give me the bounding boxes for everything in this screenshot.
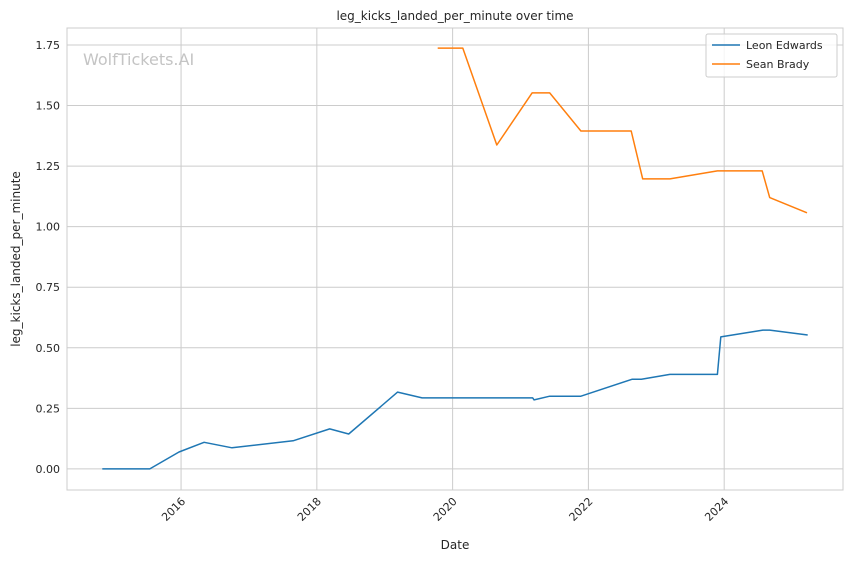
x-tick-label: 2016 — [159, 495, 188, 524]
chart-title: leg_kicks_landed_per_minute over time — [336, 9, 573, 23]
plot-area — [66, 27, 844, 491]
y-tick-label: 1.50 — [36, 100, 61, 113]
series-line-sean-brady — [437, 47, 808, 214]
series-line-leon-edwards — [102, 329, 808, 470]
y-axis-label: leg_kicks_landed_per_minute — [9, 171, 23, 347]
y-tick-label: 1.00 — [36, 221, 61, 234]
x-tick-label: 2020 — [431, 495, 460, 524]
y-tick-label: 1.25 — [36, 160, 61, 173]
y-tick-label: 0.50 — [36, 342, 61, 355]
x-tick-label: 2024 — [702, 495, 731, 524]
x-tick-label: 2018 — [295, 495, 324, 524]
series-group — [102, 47, 808, 470]
y-tick-label: 0.00 — [36, 463, 61, 476]
watermark: WolfTickets.AI — [83, 50, 194, 69]
y-tick-label: 1.75 — [36, 39, 61, 52]
legend-label-sean-brady: Sean Brady — [746, 58, 810, 71]
x-tick-label: 2022 — [567, 495, 596, 524]
legend-label-leon-edwards: Leon Edwards — [746, 39, 823, 52]
x-axis-label: Date — [441, 538, 470, 552]
y-tick-label: 0.75 — [36, 281, 61, 294]
legend: Leon Edwards Sean Brady — [705, 33, 838, 78]
y-tick-label: 0.25 — [36, 402, 61, 415]
